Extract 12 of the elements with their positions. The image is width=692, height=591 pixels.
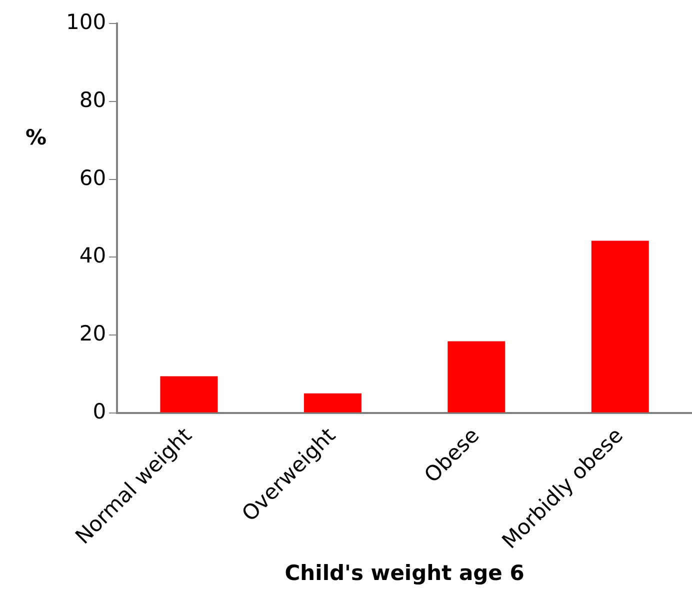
bar <box>160 376 218 412</box>
bar <box>591 240 649 412</box>
y-tick-label: 20 <box>79 321 106 346</box>
y-tick-label: 40 <box>79 244 106 268</box>
x-axis-title: Child's weight age 6 <box>284 560 524 585</box>
bar <box>304 393 362 412</box>
y-tick-label: 80 <box>79 88 106 112</box>
bar <box>448 341 506 412</box>
y-tick-label: 0 <box>92 399 106 424</box>
y-tick-label: 100 <box>66 10 106 34</box>
y-tick-label: 60 <box>79 166 106 190</box>
y-axis-title: % <box>25 125 47 150</box>
